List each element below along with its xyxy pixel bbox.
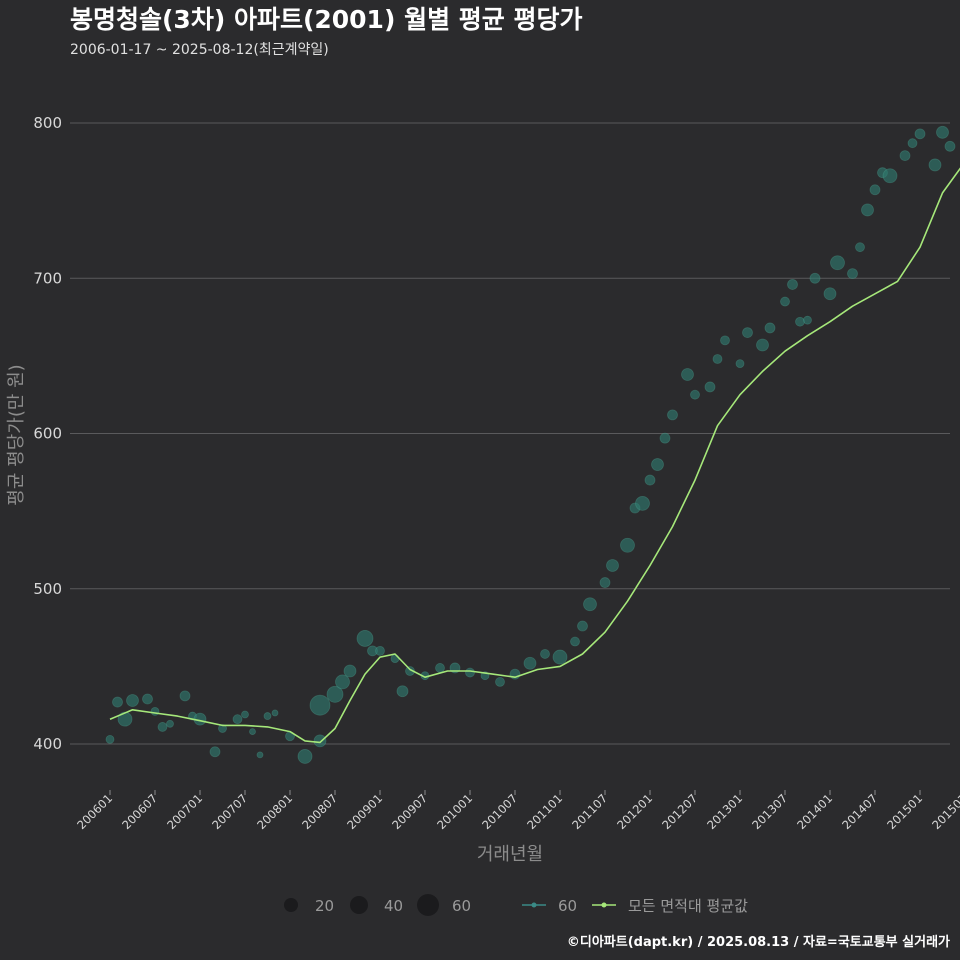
bubble-point bbox=[356, 630, 374, 647]
bubble-point bbox=[271, 709, 279, 717]
bubble-point bbox=[570, 636, 580, 647]
bubble-point bbox=[620, 537, 635, 553]
bubble-point bbox=[847, 268, 858, 279]
bubble-point bbox=[823, 287, 837, 301]
bubble-point bbox=[720, 335, 730, 346]
bubble-point bbox=[899, 150, 911, 162]
average-line bbox=[109, 167, 960, 744]
bubble-point bbox=[787, 279, 798, 290]
legend-size-60-dot bbox=[417, 894, 439, 916]
bubble-point bbox=[803, 315, 812, 325]
legend: 20 40 60 60 모든 면적대 평균값 bbox=[284, 894, 748, 916]
bubble-point bbox=[914, 128, 926, 140]
y-tick-label-800: 800 bbox=[33, 114, 62, 132]
bubble-point bbox=[742, 327, 753, 338]
bubble-point bbox=[126, 694, 139, 707]
legend-size-60-label: 60 bbox=[452, 897, 471, 915]
bubble-point bbox=[241, 710, 249, 719]
bubble-point bbox=[523, 656, 537, 670]
bubble-point bbox=[435, 663, 445, 673]
bubble-point bbox=[142, 693, 153, 705]
legend-size-20-dot bbox=[284, 898, 298, 912]
bubble-point bbox=[667, 409, 678, 421]
legend-average-dot bbox=[601, 902, 607, 908]
x-axis-label: 거래년월 bbox=[477, 844, 543, 865]
bubble-point bbox=[861, 203, 874, 217]
bubble-point bbox=[157, 722, 168, 732]
legend-average-label: 모든 면적대 평균값 bbox=[628, 897, 748, 915]
bubble-point bbox=[830, 255, 845, 271]
bubble-point bbox=[599, 577, 611, 588]
bubble-point bbox=[756, 338, 769, 352]
bubble-point bbox=[704, 381, 716, 393]
y-tick-label-400: 400 bbox=[33, 735, 62, 753]
bubble-point bbox=[869, 184, 881, 196]
legend-size-20-label: 20 bbox=[315, 897, 334, 915]
bubble-point bbox=[495, 677, 505, 687]
bubble-point bbox=[343, 664, 357, 678]
legend-size-40-label: 40 bbox=[384, 897, 403, 915]
bubble-point bbox=[335, 674, 350, 690]
bubble-point bbox=[644, 474, 656, 486]
bubble-point bbox=[166, 719, 174, 728]
average-line-layer bbox=[109, 167, 960, 744]
bubble-point bbox=[297, 749, 313, 764]
bubble-point bbox=[105, 734, 115, 744]
bubble-point bbox=[928, 158, 942, 172]
bubble-point bbox=[313, 734, 327, 748]
bubble-point bbox=[583, 597, 597, 612]
legend-series-60-label: 60 bbox=[558, 897, 577, 915]
bubble-point bbox=[681, 368, 694, 381]
bubble-point bbox=[907, 138, 918, 149]
bubble-point bbox=[659, 432, 671, 444]
bubble-point bbox=[375, 645, 385, 656]
y-tick-label-500: 500 bbox=[33, 580, 62, 598]
bubble-point bbox=[552, 649, 568, 665]
bubble-point bbox=[651, 458, 664, 471]
bubble-point bbox=[326, 685, 344, 703]
bubble-point bbox=[780, 296, 790, 307]
y-tick-label-700: 700 bbox=[33, 269, 62, 287]
chart-title: 봉명청솔(3차) 아파트(2001) 월별 평균 평당가 bbox=[70, 5, 583, 34]
grid-lines bbox=[70, 122, 950, 745]
bubble-point bbox=[712, 354, 723, 364]
bubble-point bbox=[112, 696, 123, 708]
bubble-point bbox=[944, 140, 956, 152]
y-tick-label-600: 600 bbox=[33, 425, 62, 443]
bubble-point bbox=[540, 649, 550, 659]
bubble-point bbox=[249, 728, 256, 735]
bubble-point bbox=[577, 620, 588, 632]
y-axis-label: 평균 평당가(만 원) bbox=[6, 364, 27, 505]
bubble-point bbox=[635, 495, 650, 511]
bubble-point bbox=[735, 359, 745, 369]
bubble-point bbox=[855, 242, 865, 253]
chart-subtitle: 2006-01-17 ~ 2025-08-12(최근계약일) bbox=[70, 42, 329, 58]
bubble-point bbox=[263, 712, 272, 720]
bubble-point bbox=[690, 389, 700, 400]
bubble-point bbox=[465, 667, 475, 678]
bubble-point bbox=[882, 168, 898, 184]
bubble-point bbox=[396, 685, 409, 698]
bubble-point bbox=[150, 706, 160, 716]
bubble-point bbox=[256, 751, 264, 759]
bubble-point bbox=[309, 694, 331, 716]
bubble-point bbox=[179, 690, 191, 702]
legend-series-60-dot bbox=[531, 902, 537, 908]
bubble-point bbox=[795, 316, 805, 327]
bubble-point bbox=[209, 746, 221, 758]
bubble-series bbox=[105, 125, 956, 764]
bubble-point bbox=[809, 272, 821, 284]
legend-size-40-dot bbox=[350, 896, 368, 914]
bubble-point bbox=[764, 322, 776, 334]
y-tick-labels: 400 500 600 700 800 bbox=[33, 114, 62, 753]
bubble-point bbox=[218, 724, 227, 733]
source-caption: ©디아파트(dapt.kr) / 2025.08.13 / 자료=국토교통부 실… bbox=[567, 934, 950, 950]
bubble-point bbox=[232, 714, 243, 725]
bubble-point bbox=[606, 559, 619, 572]
bubble-point bbox=[936, 125, 949, 139]
